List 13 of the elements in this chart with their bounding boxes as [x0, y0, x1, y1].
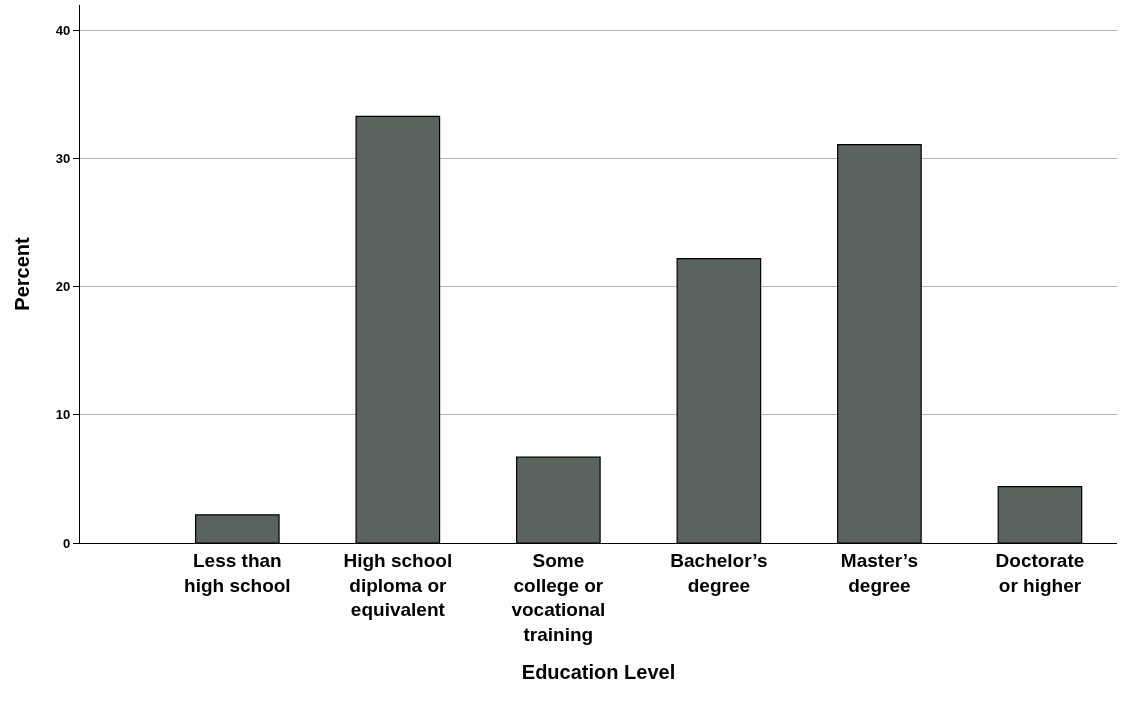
x-tick-label: Master’s degree	[840, 549, 918, 596]
y-tick-label: 10	[55, 407, 71, 423]
x-tick-label: Doctorate or higher	[995, 549, 1085, 596]
x-axis-title: Education Level	[521, 660, 676, 683]
x-tick-label: Less than high school	[184, 549, 291, 596]
y-tick-label: 30	[55, 151, 71, 167]
x-tick-label: Some college or vocational training	[511, 549, 606, 645]
x-tick-label: Bachelor’s degree	[670, 549, 768, 596]
y-tick-label: 0	[63, 535, 71, 551]
y-tick-label: 20	[55, 279, 71, 295]
y-axis-title: Percent	[11, 236, 34, 311]
y-tick-label: 40	[55, 23, 71, 39]
x-tick-label: High school diploma or equivalent	[343, 549, 453, 621]
